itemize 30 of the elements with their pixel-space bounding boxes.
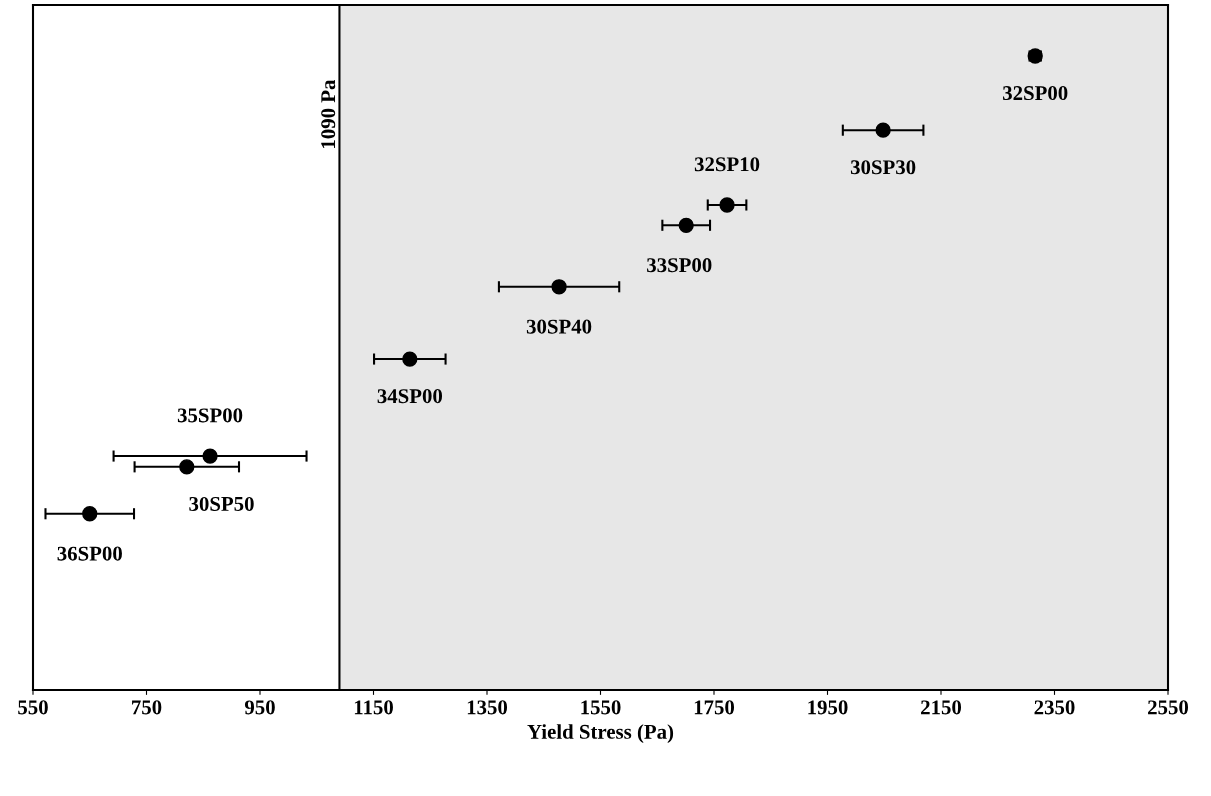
x-tick-label: 2150: [921, 700, 962, 715]
x-tick-label: 750: [132, 700, 162, 715]
annotation: 32SP00: [1003, 86, 1068, 101]
point: [551, 279, 567, 295]
x-tick-label: 1750: [694, 700, 735, 715]
annotation: 36SP00: [57, 546, 122, 561]
annotation: 30SP50: [189, 496, 254, 511]
x-tick-label: 2550: [1148, 700, 1189, 715]
x-tick-label: 2350: [1034, 700, 1075, 715]
x-tick-label: 1550: [581, 700, 621, 715]
annotation: 30SP30: [850, 160, 916, 175]
point: [719, 197, 735, 213]
point: [202, 448, 218, 464]
annotation: 33SP00: [647, 258, 712, 273]
x-tick-label: 550: [18, 700, 48, 715]
point: [875, 122, 891, 138]
annotation: 32SP10: [694, 157, 760, 172]
point: [678, 217, 694, 233]
x-tick-label: 950: [244, 700, 275, 715]
annotation: 35SP00: [177, 408, 243, 423]
x-tick-label: 1350: [467, 700, 508, 715]
point: [179, 459, 195, 475]
x-tick-label: 1150: [354, 700, 393, 715]
annotation: 34SP00: [377, 389, 443, 404]
ref-line-label: 1090 Pa: [321, 79, 336, 148]
point: [82, 506, 98, 522]
x-axis-title: Yield Stress (Pa): [527, 724, 674, 744]
point: [402, 351, 418, 367]
annotation: 30SP40: [526, 319, 592, 334]
x-tick-label: 1950: [808, 700, 848, 715]
